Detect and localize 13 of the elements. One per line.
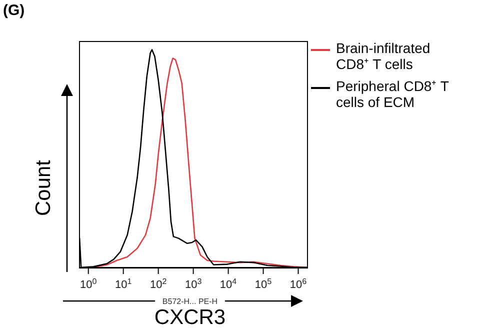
x-tick-label: 10$^{1}$ xyxy=(114,276,132,291)
x-tick-label: 10$^{0}$ xyxy=(80,276,98,291)
x-tick-label: 10$^{6}$ xyxy=(290,276,308,291)
x-tick-label: 10$^{3}$ xyxy=(184,276,202,291)
y-axis-title: Count xyxy=(32,158,56,218)
legend-label: Peripheral CD8⁺ T cells of ECM xyxy=(336,78,450,110)
legend-label: Brain-infiltrated CD8⁺ T cells xyxy=(336,40,432,72)
x-tick-label: 10$^{2}$ xyxy=(150,276,168,291)
text: B572-H... PE-H xyxy=(155,297,225,306)
x-tick-label: 10$^{4}$ xyxy=(220,276,238,291)
chart-title: (G) xyxy=(3,2,25,19)
x-axis-title: CXCR3 xyxy=(153,306,227,330)
x-tick-label: 10$^{5}$ xyxy=(254,276,272,291)
